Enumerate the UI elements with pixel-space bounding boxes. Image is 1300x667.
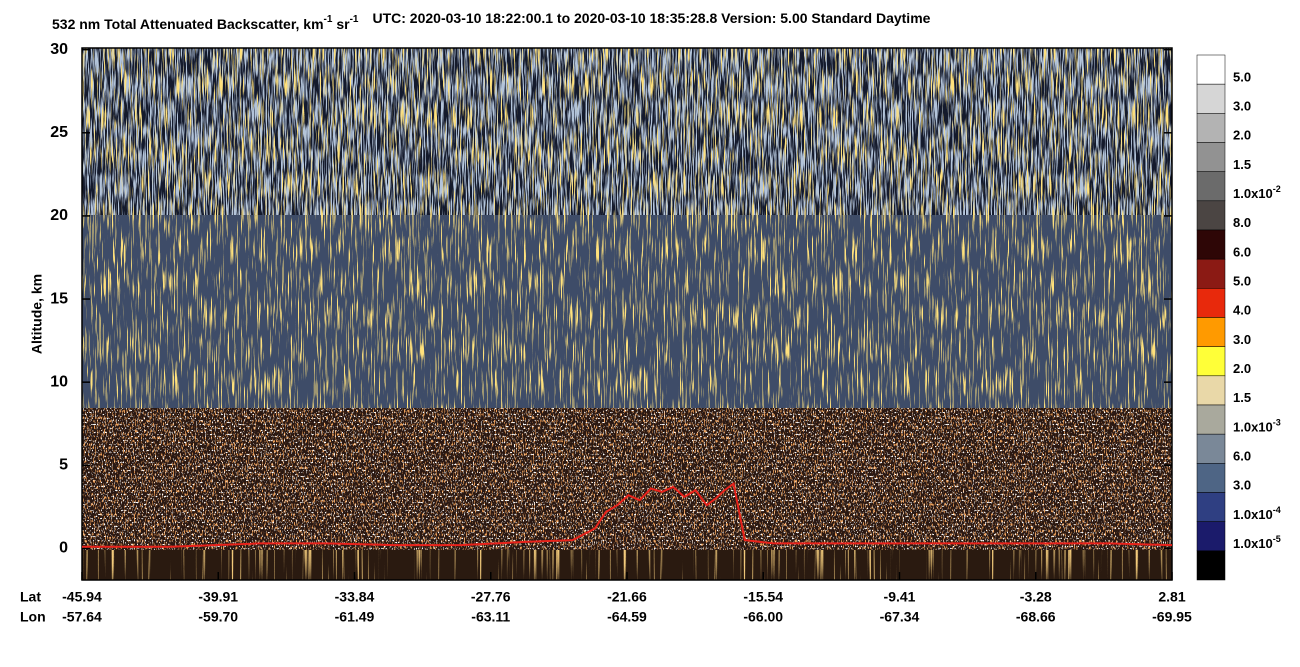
y-tick-label: 20 (50, 207, 68, 224)
colorbar-label-text: 2.0 (1233, 361, 1251, 376)
colorbar-swatch (1196, 83, 1226, 114)
x-tick-label: -68.66 (1016, 609, 1056, 625)
y-tick-label: 15 (50, 290, 68, 307)
y-tick-label: 25 (50, 124, 68, 141)
colorbar-label-text: 1.5 (1233, 391, 1251, 406)
colorbar-swatch (1196, 288, 1226, 318)
colorbar-swatch (1196, 113, 1226, 143)
colorbar-label: 8.0 (1233, 216, 1251, 231)
colorbar-swatch (1196, 492, 1226, 522)
y-tick-label: 10 (50, 373, 68, 390)
y-tick-label: 0 (59, 540, 68, 557)
x-tick-label: -21.66 (607, 589, 647, 605)
y-tick-label: 5 (59, 457, 68, 474)
x-tick-label: -61.49 (335, 609, 375, 625)
x-tick-label: -67.34 (880, 609, 920, 625)
x-tick-label: -59.70 (198, 609, 238, 625)
title-superscript: -1 (350, 14, 359, 25)
x-tick-label: -57.64 (62, 609, 102, 625)
x-tick-label: -9.41 (884, 589, 916, 605)
colorbar-swatch (1196, 54, 1226, 85)
colorbar-label-text: 3.0 (1233, 332, 1251, 347)
colorbar-label: 1.0x10-2 (1233, 184, 1281, 201)
subtitle: UTC: 2020-03-10 18:22:00.1 to 2020-03-10… (372, 10, 930, 26)
x-tick-label: -66.00 (743, 609, 783, 625)
colorbar-label-text: 2.0 (1233, 128, 1251, 143)
noise (82, 48, 1172, 408)
colorbar-label-exponent: -2 (1273, 184, 1281, 194)
colorbar-label: 1.0x10-5 (1233, 534, 1281, 551)
x-tick-label: -69.95 (1152, 609, 1192, 625)
colorbar-label-exponent: -4 (1273, 505, 1281, 515)
colorbar-swatch (1196, 200, 1226, 231)
x-tick-label: -45.94 (62, 589, 102, 605)
noise (82, 408, 1172, 550)
x-tick-label: -33.84 (335, 589, 375, 605)
colorbar-label: 1.5 (1233, 157, 1251, 172)
colorbar-label-text: 5.0 (1233, 70, 1251, 85)
colorbar-label-text: 3.0 (1233, 478, 1251, 493)
colorbar-label: 3.0 (1233, 99, 1251, 114)
colorbar-label: 3.0 (1233, 478, 1251, 493)
colorbar-swatch (1196, 317, 1226, 347)
colorbar-label-text: 1.5 (1233, 157, 1251, 172)
colorbar-label-text: 1.0x10 (1233, 507, 1273, 522)
x-tick-label: -63.11 (471, 609, 510, 625)
title-superscript: -1 (324, 14, 333, 25)
x-tick-label: -3.28 (1020, 589, 1052, 605)
x-tick-label: 2.81 (1158, 589, 1185, 605)
colorbar-label-exponent: -5 (1273, 534, 1281, 544)
colorbar-swatch (1196, 404, 1226, 435)
chart-title: 532 nm Total Attenuated Backscatter, km-… (52, 10, 931, 32)
colorbar-swatch (1196, 346, 1226, 377)
plot-area (81, 47, 1173, 581)
x-tick-label: -64.59 (607, 609, 647, 625)
colorbar-swatch (1196, 375, 1226, 406)
colorbar-label-text: 1.0x10 (1233, 420, 1273, 435)
colorbar-label-text: 1.0x10 (1233, 536, 1273, 551)
colorbar-swatch (1196, 229, 1226, 260)
colorbar-label-text: 6.0 (1233, 245, 1251, 260)
colorbar-label: 5.0 (1233, 274, 1251, 289)
colorbar-label: 1.0x10-4 (1233, 505, 1281, 522)
y-tick-label: 30 (50, 41, 68, 58)
colorbar-label: 6.0 (1233, 449, 1251, 464)
colorbar-swatch (1196, 521, 1226, 552)
colorbar-label-text: 5.0 (1233, 274, 1251, 289)
colorbar-swatch (1196, 433, 1226, 464)
colorbar-label: 2.0 (1233, 361, 1251, 376)
colorbar-swatch (1196, 550, 1226, 581)
x-tick-label: -27.76 (471, 589, 511, 605)
colorbar-swatch (1196, 258, 1226, 289)
colorbar-label-text: 3.0 (1233, 99, 1251, 114)
colorbar-label-text: 6.0 (1233, 449, 1251, 464)
colorbar-label-text: 8.0 (1233, 216, 1251, 231)
colorbar-swatch (1196, 171, 1226, 202)
title-part: sr (332, 16, 350, 32)
y-axis-label: Altitude, km (29, 274, 45, 354)
x-tick-label: -39.91 (198, 589, 238, 605)
colorbar-label: 1.5 (1233, 391, 1251, 406)
colorbar-label-text: 4.0 (1233, 303, 1251, 318)
colorbar-swatch (1196, 463, 1226, 493)
colorbar-label: 5.0 (1233, 70, 1251, 85)
x-tick-label: -15.54 (743, 589, 783, 605)
row-label: Lat (20, 589, 41, 605)
surface-line (82, 481, 1173, 548)
colorbar-swatch (1196, 142, 1226, 172)
colorbar-label: 2.0 (1233, 128, 1251, 143)
colorbar-label: 1.0x10-3 (1233, 418, 1281, 435)
colorbar-label: 4.0 (1233, 303, 1251, 318)
row-label: Lon (20, 609, 46, 625)
colorbar-label-text: 1.0x10 (1233, 186, 1273, 201)
colorbar-label: 3.0 (1233, 332, 1251, 347)
colorbar-label: 6.0 (1233, 245, 1251, 260)
colorbar-label-exponent: -3 (1273, 418, 1281, 428)
title-part: 532 nm Total Attenuated Backscatter, km (52, 16, 324, 32)
